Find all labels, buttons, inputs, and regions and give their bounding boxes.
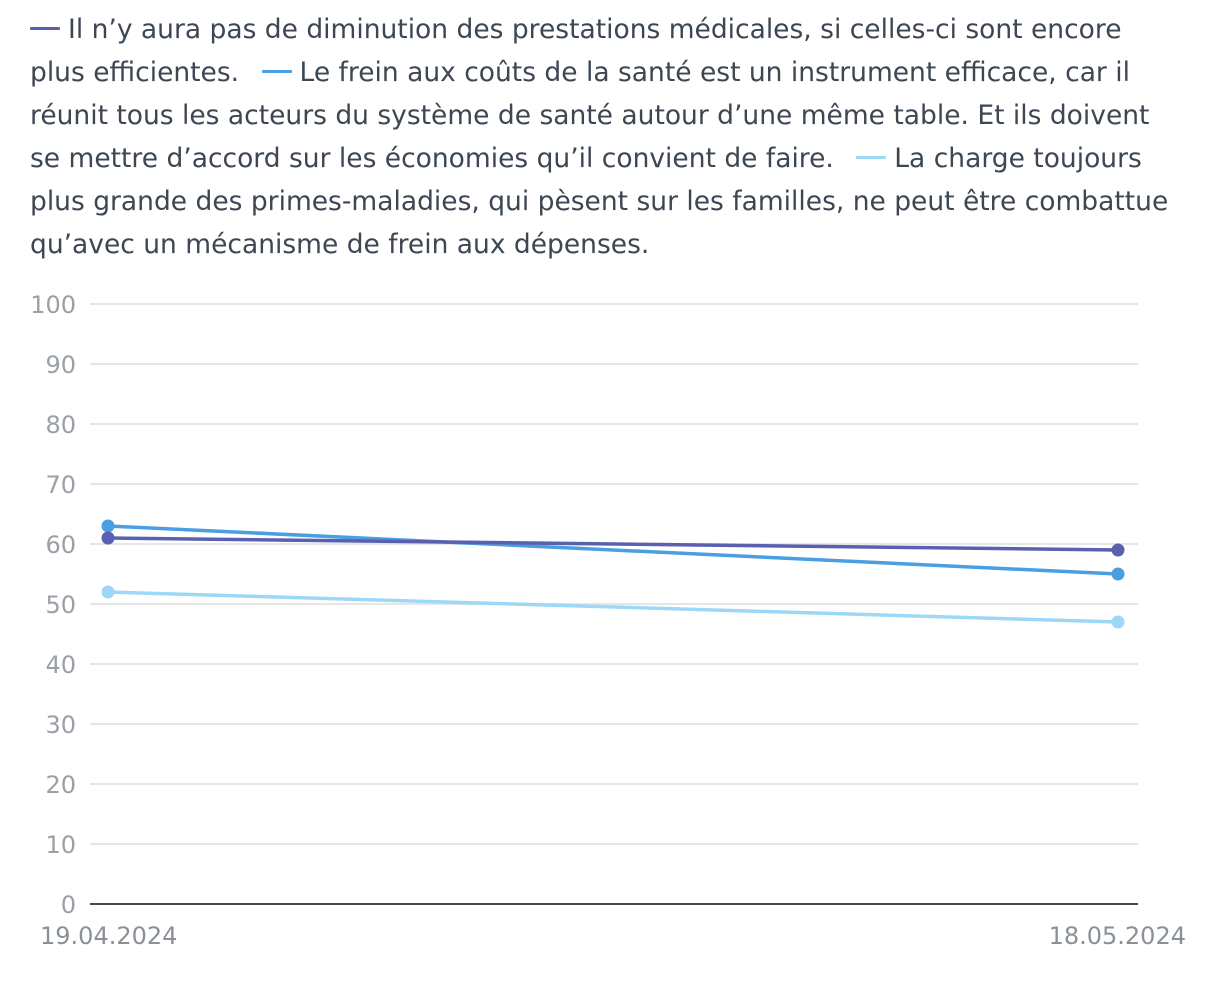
series-2-point-2: [1111, 567, 1125, 581]
legend-label-series-3: La charge toujours plus grande des prime…: [30, 143, 1169, 260]
series-3-line: [106, 590, 1120, 624]
chart-legend: Il n’y aura pas de diminution des presta…: [30, 8, 1180, 266]
legend-label-series-1: Il n’y aura pas de diminution des presta…: [30, 14, 1122, 88]
series-1-point-1: [101, 531, 115, 545]
series-2-line: [106, 524, 1120, 576]
y-tick-label-60: 60: [45, 531, 76, 559]
series-1-line: [106, 536, 1120, 552]
legend-item-series-3[interactable]: La charge toujours plus grande des prime…: [30, 143, 1168, 260]
x-tick-label-1: 19.04.2024: [40, 922, 177, 950]
y-tick-label-70: 70: [45, 471, 76, 499]
legend-swatch-series-1: [30, 27, 60, 30]
legend-item-series-1[interactable]: Il n’y aura pas de diminution des presta…: [30, 14, 1122, 88]
series-3-point-2: [1111, 615, 1125, 629]
y-tick-label-40: 40: [45, 651, 76, 679]
y-tick-label-30: 30: [45, 711, 76, 739]
y-tick-label-20: 20: [45, 771, 76, 799]
y-tick-label-90: 90: [45, 351, 76, 379]
legend-swatch-series-3: [856, 156, 887, 159]
legend-swatch-series-2: [261, 70, 292, 73]
series-3-point-1: [101, 585, 115, 599]
legend-label-series-2: Le frein aux coûts de la santé est un in…: [30, 57, 1150, 174]
y-tick-label-80: 80: [45, 411, 76, 439]
y-tick-label-0: 0: [61, 891, 76, 919]
series-1-point-2: [1111, 543, 1125, 557]
y-tick-label-100: 100: [30, 291, 76, 319]
y-tick-label-10: 10: [45, 831, 76, 859]
series-2-point-1: [101, 519, 115, 533]
legend-item-series-2[interactable]: Le frein aux coûts de la santé est un in…: [30, 57, 1149, 174]
y-tick-label-50: 50: [45, 591, 76, 619]
x-tick-label-2: 18.05.2024: [1049, 922, 1186, 950]
